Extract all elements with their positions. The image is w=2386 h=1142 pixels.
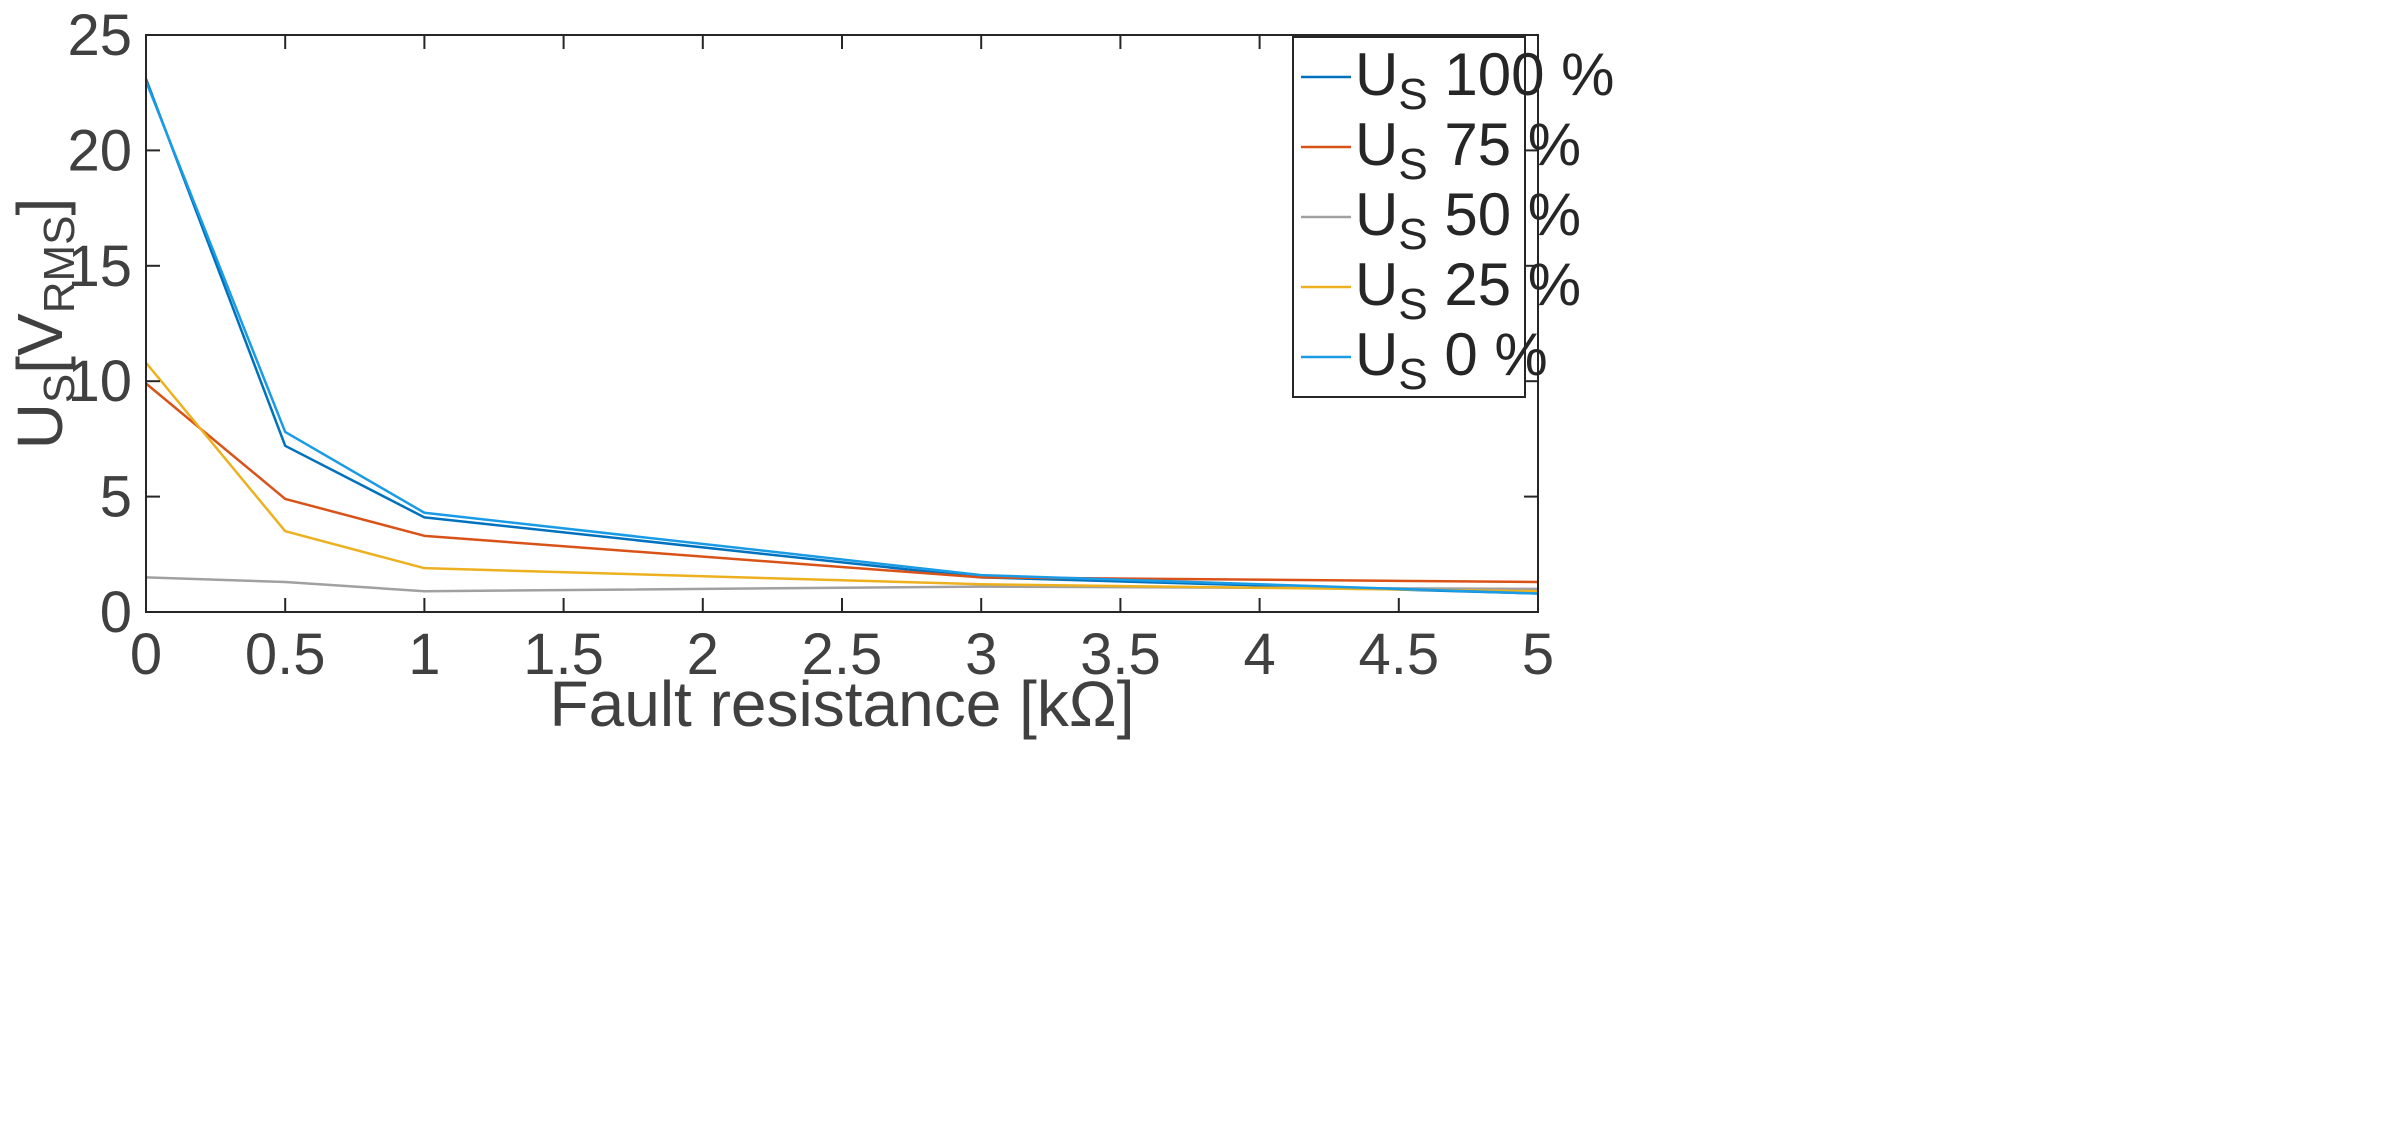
legend-label-1: US 75 % xyxy=(1355,111,1581,189)
y-axis-title-sub: S xyxy=(35,374,84,403)
x-tick-label: 1.5 xyxy=(523,622,604,687)
series-line-0 xyxy=(144,78,1539,595)
legend-label-4: US 0 % xyxy=(1355,321,1548,399)
x-tick-label: 0 xyxy=(130,622,162,687)
x-tick-label: 0.5 xyxy=(245,622,326,687)
x-tick-label: 4 xyxy=(1243,622,1275,687)
y-axis-title-main: U xyxy=(4,403,76,449)
x-tick-label: 2.5 xyxy=(802,622,883,687)
series-line-3 xyxy=(145,361,1539,593)
legend-label-3: US 25 % xyxy=(1355,251,1581,329)
y-tick-label: 15 xyxy=(67,234,132,299)
x-tick-label: 3.5 xyxy=(1080,622,1161,687)
y-axis-title-unit-close: ] xyxy=(4,198,76,216)
legend: US 100 %US 75 %US 50 %US 25 %US 0 % xyxy=(1292,36,1615,399)
series-line-1 xyxy=(145,382,1539,584)
y-axis-title-unit-sub: RMS xyxy=(35,215,84,313)
x-tick-label: 2 xyxy=(687,622,719,687)
y-tick-label: 5 xyxy=(100,465,132,530)
series-line-4 xyxy=(144,80,1539,595)
y-tick-label: 10 xyxy=(67,349,132,414)
y-tick-label: 0 xyxy=(100,580,132,645)
legend-label-2: US 50 % xyxy=(1355,181,1581,259)
legend-label-0: US 100 % xyxy=(1355,41,1615,119)
x-tick-label: 5 xyxy=(1522,622,1554,687)
x-tick-label: 1 xyxy=(408,622,440,687)
x-tick-label: 3 xyxy=(965,622,997,687)
y-axis-title-unit-open: [V xyxy=(4,313,76,374)
series-layer xyxy=(144,78,1539,595)
y-tick-label: 25 xyxy=(67,3,132,68)
y-tick-label: 20 xyxy=(67,118,132,183)
axis-ticks: 0 0.5 1 1.5 2 2.5 3 3.5 4 4.5 5 0 5 10 15 20 25 xyxy=(67,3,1554,687)
x-axis-title: Fault resistance [kΩ] xyxy=(550,668,1135,740)
x-tick-label: 4.5 xyxy=(1358,622,1439,687)
y-axis-title: US[VRMS] xyxy=(4,198,84,450)
